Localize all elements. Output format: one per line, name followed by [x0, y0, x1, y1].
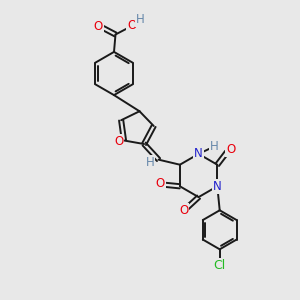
- Text: O: O: [226, 143, 235, 156]
- Text: H: H: [146, 156, 154, 169]
- Text: H: H: [136, 13, 145, 26]
- Text: O: O: [179, 203, 188, 217]
- Text: O: O: [128, 19, 136, 32]
- Text: O: O: [114, 135, 123, 148]
- Text: H: H: [210, 140, 219, 153]
- Text: O: O: [156, 177, 165, 190]
- Text: N: N: [213, 180, 222, 193]
- Text: N: N: [194, 147, 203, 161]
- Text: O: O: [94, 20, 103, 33]
- Text: Cl: Cl: [214, 259, 226, 272]
